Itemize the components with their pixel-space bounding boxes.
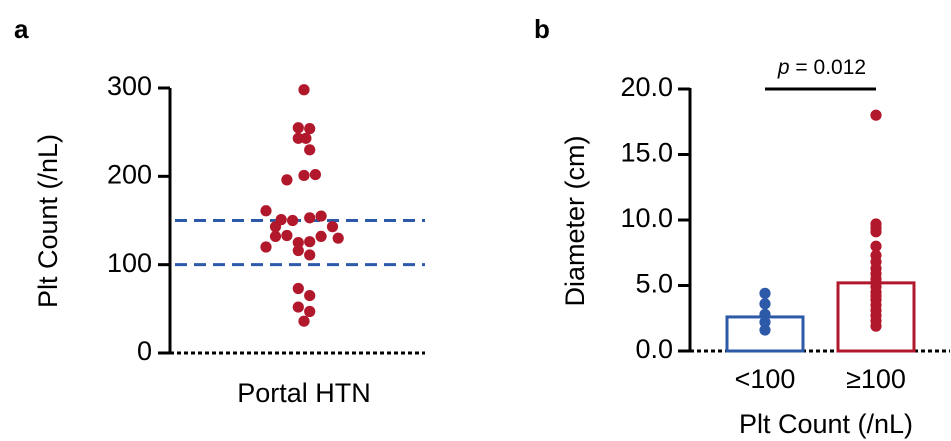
panel-b-bars — [725, 281, 916, 353]
p-value-text: = 0.012 — [790, 56, 866, 79]
panel-b-point — [759, 324, 771, 336]
panel-a-point — [260, 241, 272, 253]
panel-b-xlabel: Plt Count (/nL) — [739, 409, 913, 439]
panel-a-point — [304, 212, 316, 224]
panel-a-point — [304, 144, 316, 156]
panel-a-point — [304, 123, 316, 135]
panel-b-ytick-label: 10.0 — [620, 203, 673, 233]
panel-b-ytick-label: 0.0 — [635, 334, 673, 364]
panel-a-ytick-label: 200 — [107, 159, 152, 189]
panel-a-xlabel: Portal HTN — [237, 378, 371, 408]
panel-b-category-label: ≥100 — [846, 364, 906, 394]
panel-a-point — [298, 315, 310, 327]
panel-a: a 0 100 200 300 Plt Count (/nL) Portal HTN — [14, 14, 425, 408]
panel-a-letter: a — [14, 14, 29, 44]
p-value-annotation: p = 0.012 — [777, 56, 866, 79]
panel-a-points — [260, 84, 344, 327]
panel-a-point — [298, 169, 310, 182]
panel-b-point — [870, 320, 882, 332]
panel-a-point — [315, 230, 327, 242]
panel-b: b 0.05.010.015.020.0 <100 ≥100 p = 0.012 … — [534, 14, 950, 439]
panel-a-point — [300, 132, 312, 144]
panel-a-point — [292, 244, 304, 257]
panel-a-point — [315, 210, 327, 222]
panel-a-point — [309, 168, 321, 181]
panel-a-point — [292, 122, 304, 134]
panel-b-ytick-label: 20.0 — [620, 72, 673, 102]
panel-a-ytick-label: 300 — [107, 71, 152, 101]
panel-a-ytick-label: 100 — [107, 248, 152, 278]
panel-a-point — [269, 221, 282, 233]
panel-b-ticks: 0.0 5.0 10.0 15.0 20.0 — [620, 72, 690, 364]
panel-b-point — [759, 308, 771, 320]
panel-a-point — [298, 84, 310, 96]
panel-b-point — [870, 240, 882, 252]
panel-a-point — [287, 214, 299, 227]
panel-a-point — [260, 205, 272, 217]
panel-b-points — [759, 109, 882, 336]
panel-a-point — [281, 229, 293, 242]
panel-a-point — [269, 230, 282, 242]
panel-b-point — [870, 226, 882, 238]
panel-a-reference-lines — [175, 219, 425, 267]
panel-b-ytick-label: 15.0 — [620, 138, 673, 168]
panel-a-point — [292, 301, 304, 313]
panel-a-ticks: 0 100 200 300 — [107, 71, 170, 366]
panel-a-ytick-label: 0 — [137, 336, 152, 366]
panel-a-point — [304, 289, 316, 302]
panel-b-category-labels: <100 ≥100 — [735, 364, 906, 394]
panel-b-category-label: <100 — [735, 364, 796, 394]
panel-a-point — [292, 236, 304, 249]
panel-a-point — [304, 236, 316, 248]
panel-a-point — [281, 174, 293, 186]
panel-b-point — [870, 109, 882, 121]
panel-b-letter: b — [534, 14, 550, 44]
panel-a-ylabel: Plt Count (/nL) — [33, 134, 63, 308]
p-symbol: p — [777, 56, 790, 79]
panel-b-point — [759, 316, 771, 328]
panel-a-point — [304, 249, 316, 261]
panel-a-point — [326, 221, 339, 233]
panel-a-point — [292, 282, 304, 295]
panel-a-point — [332, 232, 344, 244]
panel-b-point — [759, 298, 771, 310]
panel-a-point — [304, 305, 316, 318]
panel-b-ylabel: Diameter (cm) — [560, 135, 590, 306]
panel-b-point — [759, 287, 771, 299]
panel-b-ytick-label: 5.0 — [635, 269, 673, 299]
